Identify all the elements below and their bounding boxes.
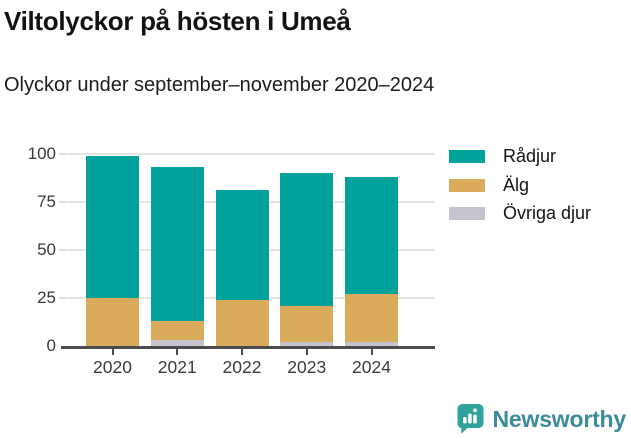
- y-axis-tick-mark: [59, 297, 67, 299]
- newsworthy-brand-text: Newsworthy: [492, 405, 627, 432]
- x-axis-tick-label: 2024: [352, 357, 391, 377]
- bar-segment-älg: [150, 321, 204, 341]
- bar-segment-övriga-djur: [280, 342, 334, 346]
- bar-segment-älg: [215, 299, 269, 346]
- y-axis-tick-mark: [59, 249, 67, 251]
- bar-segment-övriga-djur: [345, 342, 398, 346]
- legend-label: Älg: [503, 174, 530, 195]
- newsworthy-logo-icon: [457, 404, 484, 434]
- y-axis-tick-label: 25: [37, 288, 56, 307]
- x-axis-tick-label: 2023: [287, 357, 327, 377]
- legend-label: Rådjur: [503, 146, 557, 166]
- x-axis-tick-label: 2021: [157, 357, 197, 377]
- x-axis-line: [61, 346, 435, 349]
- chart-title: Viltolyckor på hösten i Umeå: [4, 6, 351, 36]
- stacked-bar-2022: [215, 190, 269, 346]
- x-axis-tick-mark: [176, 349, 179, 355]
- y-axis-tick-label: 0: [46, 336, 56, 355]
- bar-segment-rådjur: [215, 190, 269, 300]
- y-axis-tick-mark: [59, 153, 67, 155]
- y-axis-tick-label: 75: [37, 192, 56, 211]
- y-gridline: [68, 153, 435, 155]
- plot-area: [68, 154, 435, 346]
- bar-segment-övriga-djur: [150, 340, 204, 346]
- x-axis-tick-mark: [111, 349, 114, 355]
- x-axis-tick-label: 2020: [93, 357, 132, 377]
- bar-segment-älg: [86, 298, 139, 346]
- y-axis-tick-label: 100: [27, 144, 56, 163]
- legend-swatch: [449, 207, 485, 221]
- x-axis-tick-mark: [241, 349, 243, 355]
- footer-brand: Newsworthy: [456, 403, 626, 435]
- legend-label: Övriga djur: [503, 203, 592, 224]
- x-axis-tick-label: 2022: [222, 357, 262, 377]
- x-axis-tick-mark: [305, 349, 308, 355]
- legend-item-rådjur: Rådjur: [449, 146, 556, 167]
- stacked-bar-2024: [345, 177, 398, 346]
- bar-segment-älg: [280, 305, 334, 343]
- bar-segment-rådjur: [86, 155, 139, 298]
- legend-item-älg: Älg: [449, 175, 529, 196]
- stacked-bar-2023: [280, 173, 334, 346]
- bar-segment-rådjur: [345, 177, 398, 295]
- bar-segment-rådjur: [280, 173, 334, 306]
- bar-segment-älg: [345, 294, 398, 343]
- y-axis-tick-label: 50: [37, 240, 56, 259]
- stacked-bar-2020: [86, 155, 139, 346]
- chart-subtitle: Olyckor under september–november 2020–20…: [4, 74, 435, 96]
- legend-swatch: [449, 150, 485, 163]
- stacked-bar-2021: [150, 167, 204, 346]
- legend-item-övriga-djur: Övriga djur: [449, 203, 591, 224]
- y-axis-tick-mark: [59, 201, 67, 203]
- x-axis-tick-mark: [370, 349, 373, 355]
- bar-segment-rådjur: [150, 167, 204, 322]
- legend-swatch: [449, 178, 485, 192]
